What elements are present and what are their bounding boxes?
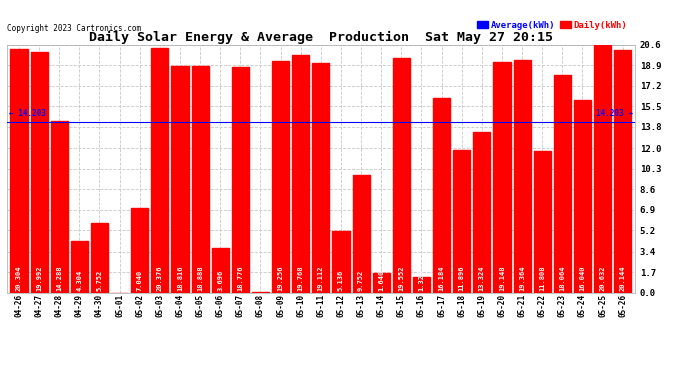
Text: 18.816: 18.816 — [177, 265, 183, 291]
Bar — [171, 66, 188, 292]
Text: 19.552: 19.552 — [398, 265, 404, 291]
Text: 19.364: 19.364 — [519, 265, 525, 291]
Bar — [433, 98, 450, 292]
Text: 3.696: 3.696 — [217, 270, 224, 291]
Bar — [272, 61, 289, 292]
Text: 20.376: 20.376 — [157, 265, 163, 291]
Text: 13.324: 13.324 — [479, 265, 485, 291]
Bar — [513, 60, 531, 292]
Bar — [413, 277, 430, 292]
Bar — [333, 231, 350, 292]
Text: 14.288: 14.288 — [56, 265, 62, 291]
Text: 1.320: 1.320 — [418, 270, 424, 291]
Bar — [212, 248, 229, 292]
Bar — [30, 52, 48, 292]
Bar — [554, 75, 571, 292]
Text: 5.752: 5.752 — [97, 270, 103, 291]
Bar — [493, 63, 511, 292]
Title: Daily Solar Energy & Average  Production  Sat May 27 20:15: Daily Solar Energy & Average Production … — [89, 31, 553, 44]
Bar — [313, 63, 329, 292]
Text: 5.136: 5.136 — [338, 270, 344, 291]
Bar — [192, 66, 208, 292]
Text: 1.640: 1.640 — [378, 270, 384, 291]
Text: 19.768: 19.768 — [297, 265, 304, 291]
Text: 18.888: 18.888 — [197, 265, 203, 291]
Text: 20.304: 20.304 — [16, 265, 22, 291]
Text: 20.632: 20.632 — [600, 265, 606, 291]
Bar — [151, 48, 168, 292]
Text: ← 14.203: ← 14.203 — [9, 109, 46, 118]
Text: 11.808: 11.808 — [539, 265, 545, 291]
Text: 19.992: 19.992 — [36, 265, 42, 291]
Text: 14.203 →: 14.203 → — [595, 109, 633, 118]
Bar — [292, 55, 309, 292]
Text: 7.040: 7.040 — [137, 270, 143, 291]
Bar — [91, 224, 108, 292]
Legend: Average(kWh), Daily(kWh): Average(kWh), Daily(kWh) — [477, 21, 627, 30]
Bar — [594, 45, 611, 292]
Text: 11.896: 11.896 — [459, 265, 465, 291]
Text: 16.184: 16.184 — [439, 265, 444, 291]
Bar — [232, 67, 249, 292]
Text: Copyright 2023 Cartronics.com: Copyright 2023 Cartronics.com — [7, 24, 141, 33]
Text: 4.304: 4.304 — [77, 270, 82, 291]
Bar — [10, 48, 28, 292]
Bar — [393, 58, 410, 292]
Bar — [373, 273, 390, 292]
Text: 19.112: 19.112 — [318, 265, 324, 291]
Bar — [71, 241, 88, 292]
Bar — [614, 51, 631, 292]
Bar — [453, 150, 471, 292]
Bar — [131, 208, 148, 292]
Text: 16.040: 16.040 — [580, 265, 586, 291]
Bar — [50, 121, 68, 292]
Text: 18.064: 18.064 — [560, 265, 565, 291]
Bar — [574, 100, 591, 292]
Text: 9.752: 9.752 — [358, 270, 364, 291]
Bar — [473, 132, 491, 292]
Text: 19.148: 19.148 — [499, 265, 505, 291]
Text: 18.776: 18.776 — [237, 265, 244, 291]
Bar — [353, 176, 370, 292]
Text: 19.256: 19.256 — [277, 265, 284, 291]
Text: 20.144: 20.144 — [620, 265, 626, 291]
Bar — [533, 151, 551, 292]
